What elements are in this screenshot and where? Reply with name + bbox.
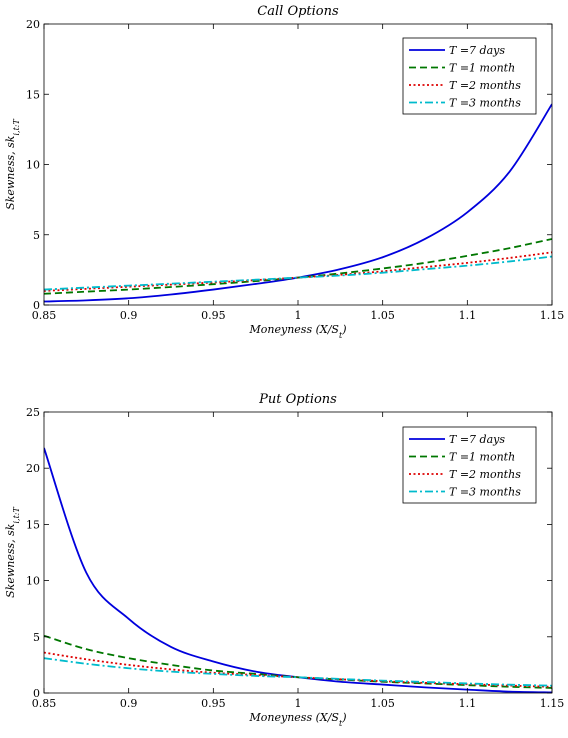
legend-entry: T =1 month bbox=[449, 451, 515, 464]
x-tick-label: 1.1 bbox=[459, 697, 477, 710]
x-tick-label: 1.1 bbox=[459, 309, 477, 322]
x-axis-label: Moneyness (X/St) bbox=[249, 323, 347, 340]
y-tick-label: 20 bbox=[26, 462, 40, 475]
legend-entry: T =7 days bbox=[449, 433, 505, 446]
legend-entry: T =3 months bbox=[449, 97, 521, 110]
legend: T =7 days T =1 month T =2 months T =3 month… bbox=[402, 426, 537, 504]
x-tick-label: 0.9 bbox=[120, 697, 138, 710]
y-tick-label: 15 bbox=[26, 88, 40, 101]
y-tick-label: 5 bbox=[33, 229, 40, 242]
x-tick-label: 0.85 bbox=[32, 697, 57, 710]
series-line-2 bbox=[44, 238, 552, 295]
x-tick-label: 1 bbox=[295, 697, 302, 710]
legend-entry: T =2 months bbox=[449, 468, 521, 481]
x-tick-label: 1 bbox=[295, 309, 302, 322]
series-line-2 bbox=[44, 634, 552, 689]
x-tick-label: 0.95 bbox=[201, 309, 226, 322]
series-line-1 bbox=[44, 103, 552, 303]
series-line-3 bbox=[44, 651, 552, 688]
x-tick-label: 1.15 bbox=[540, 697, 565, 710]
y-tick-label: 10 bbox=[26, 575, 40, 588]
legend-entry: T =3 months bbox=[449, 486, 521, 499]
x-tick-label: 1.05 bbox=[370, 697, 395, 710]
y-tick-label: 5 bbox=[33, 631, 40, 644]
chart-1: Call Options 0.85 0.9 0.95 1 1.05 1.1 1.15 0 5 10 1… bbox=[4, 4, 564, 340]
x-tick-label: 0.9 bbox=[120, 309, 138, 322]
x-tick-label: 1.15 bbox=[540, 309, 565, 322]
legend: T =7 days T =1 month T =2 months T =3 month… bbox=[402, 37, 537, 115]
legend-entry: T =7 days bbox=[449, 44, 505, 57]
series-line-4 bbox=[44, 255, 552, 291]
x-tick-label: 1.05 bbox=[370, 309, 395, 322]
y-axis-label: Skewness, ski,t:T bbox=[4, 119, 21, 210]
y-tick-label: 25 bbox=[26, 406, 40, 419]
chart-title: Call Options bbox=[257, 4, 339, 19]
series-line-4 bbox=[44, 657, 552, 687]
x-tick-label: 0.85 bbox=[32, 309, 57, 322]
chart-2: Put Options 0.85 0.9 0.95 1 1.05 1.1 1.15 0 5 10 15… bbox=[4, 392, 564, 728]
legend-entry: T =1 month bbox=[449, 62, 515, 75]
chart-title: Put Options bbox=[258, 392, 337, 407]
y-tick-label: 20 bbox=[26, 18, 40, 31]
x-tick-label: 0.95 bbox=[201, 697, 226, 710]
x-axis-label: Moneyness (X/St) bbox=[249, 711, 347, 728]
legend-entry: T =2 months bbox=[449, 79, 521, 92]
y-tick-label: 15 bbox=[26, 518, 40, 531]
y-tick-label: 0 bbox=[33, 687, 40, 700]
y-tick-label: 0 bbox=[33, 299, 40, 312]
series-line-3 bbox=[44, 251, 552, 292]
y-tick-label: 10 bbox=[26, 159, 40, 172]
y-axis-label: Skewness, ski,t:T bbox=[4, 507, 21, 598]
